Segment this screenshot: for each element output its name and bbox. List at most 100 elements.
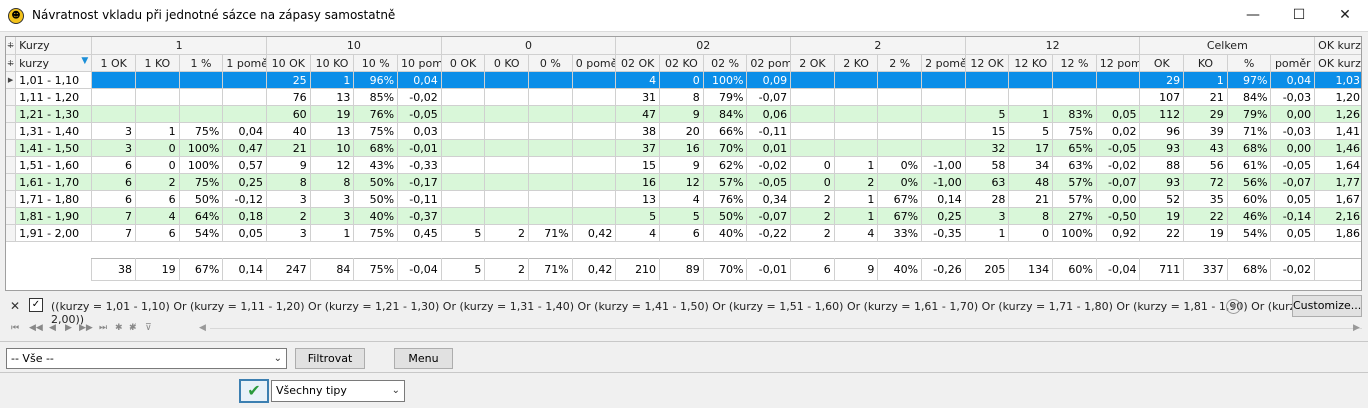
column-header-3[interactable]: 1 pomě [222, 54, 268, 72]
table-cell[interactable] [571, 71, 617, 89]
row-indicator[interactable] [6, 224, 17, 242]
table-cell[interactable]: 1,67 [1314, 190, 1361, 208]
table-cell[interactable] [1095, 88, 1141, 106]
column-header-7[interactable]: 10 pom [397, 54, 442, 72]
table-cell[interactable]: -0,05 [746, 173, 792, 191]
table-cell[interactable]: 0,25 [921, 207, 966, 225]
table-cell[interactable] [571, 190, 617, 208]
table-cell[interactable]: 6 [91, 156, 136, 174]
table-cell[interactable]: 1 [964, 224, 1010, 242]
table-cell[interactable]: -0,05 [1270, 156, 1316, 174]
column-header-11[interactable]: 0 pomě [571, 54, 617, 72]
table-cell[interactable] [790, 122, 835, 140]
column-header-26[interactable]: % [1226, 54, 1272, 72]
row-label[interactable]: 1,31 - 1,40 [15, 122, 93, 140]
table-cell[interactable]: -0,50 [1095, 207, 1141, 225]
column-header-20[interactable]: 12 OK [964, 54, 1010, 72]
row-indicator[interactable] [6, 122, 17, 140]
table-cell[interactable]: 0,47 [222, 139, 268, 157]
row-indicator[interactable] [6, 105, 17, 123]
column-header-23[interactable]: 12 pom [1095, 54, 1141, 72]
next-record-icon[interactable]: ▶ [65, 323, 72, 333]
table-cell[interactable]: 19 [1183, 224, 1228, 242]
table-cell[interactable]: 50% [702, 207, 748, 225]
table-cell[interactable]: 16 [659, 139, 704, 157]
column-header-17[interactable]: 2 KO [833, 54, 879, 72]
table-cell[interactable]: 29 [1183, 105, 1228, 123]
append-record-icon[interactable]: ✱ [115, 323, 123, 333]
table-cell[interactable]: 0 [659, 71, 704, 89]
table-cell[interactable]: 6 [659, 224, 704, 242]
menu-button[interactable]: Menu [394, 348, 453, 369]
table-cell[interactable]: 5 [964, 105, 1010, 123]
table-row[interactable]: 1,91 - 2,00 7 6 54% 0,05 3 1 75% 0,45 5 2 71% 0,42 4 6… [6, 224, 1361, 242]
table-cell[interactable] [877, 71, 923, 89]
table-cell[interactable]: 1 [309, 224, 355, 242]
table-cell[interactable]: 7 [91, 207, 136, 225]
table-cell[interactable]: 5 [615, 207, 661, 225]
summary-cell[interactable]: 0,42 [571, 258, 617, 281]
table-cell[interactable]: 54% [1226, 224, 1272, 242]
table-cell[interactable]: 63 [964, 173, 1010, 191]
table-cell[interactable] [921, 71, 966, 89]
table-cell[interactable]: 47 [615, 105, 661, 123]
column-header-1[interactable]: 1 KO [135, 54, 180, 72]
band-header-5[interactable]: 12 [964, 37, 1141, 55]
table-cell[interactable]: -0,07 [746, 88, 792, 106]
table-cell[interactable] [440, 173, 486, 191]
table-cell[interactable] [964, 71, 1010, 89]
table-cell[interactable] [921, 105, 966, 123]
table-cell[interactable]: 96% [353, 71, 399, 89]
table-cell[interactable]: 2 [833, 173, 879, 191]
row-indicator[interactable] [6, 190, 17, 208]
row-indicator[interactable] [6, 173, 17, 191]
table-cell[interactable]: -0,02 [397, 88, 442, 106]
row-label[interactable]: 1,71 - 1,80 [15, 190, 93, 208]
table-cell[interactable]: 43 [1183, 139, 1228, 157]
band-header-7[interactable]: OK kurz [1314, 37, 1361, 55]
table-cell[interactable] [528, 190, 573, 208]
table-cell[interactable]: 2 [790, 207, 835, 225]
row-label[interactable]: 1,91 - 2,00 [15, 224, 93, 242]
table-cell[interactable] [528, 156, 573, 174]
table-cell[interactable]: -0,17 [397, 173, 442, 191]
table-cell[interactable] [877, 122, 923, 140]
table-cell[interactable]: -0,03 [1270, 88, 1316, 106]
table-cell[interactable]: 15 [964, 122, 1010, 140]
close-button[interactable]: ✕ [1339, 7, 1351, 23]
table-cell[interactable]: -0,02 [1095, 156, 1141, 174]
table-cell[interactable] [484, 139, 530, 157]
table-cell[interactable]: 54% [178, 224, 224, 242]
table-cell[interactable]: 43% [353, 156, 399, 174]
table-cell[interactable]: 17 [1008, 139, 1054, 157]
table-cell[interactable] [790, 71, 835, 89]
table-cell[interactable]: -0,03 [1270, 122, 1316, 140]
next-page-icon[interactable]: ▶▶ [79, 323, 93, 333]
column-header-24[interactable]: OK [1139, 54, 1185, 72]
table-cell[interactable]: 0,05 [1270, 190, 1316, 208]
table-cell[interactable] [484, 88, 530, 106]
table-cell[interactable]: 5 [440, 224, 486, 242]
table-cell[interactable]: 57% [1052, 190, 1097, 208]
scope-combo[interactable]: -- Vše -- ⌄ [6, 348, 287, 369]
summary-cell[interactable]: 6 [790, 258, 835, 281]
table-cell[interactable] [178, 105, 224, 123]
table-cell[interactable]: 0,57 [222, 156, 268, 174]
column-header-14[interactable]: 02 % [702, 54, 748, 72]
table-cell[interactable]: 0 [790, 173, 835, 191]
table-cell[interactable]: 75% [1052, 122, 1097, 140]
table-cell[interactable]: 13 [309, 88, 355, 106]
table-cell[interactable]: 57% [702, 173, 748, 191]
table-cell[interactable] [528, 173, 573, 191]
table-cell[interactable]: 84% [1226, 88, 1272, 106]
table-cell[interactable]: -0,37 [397, 207, 442, 225]
table-cell[interactable]: 1,03 [1314, 71, 1361, 89]
summary-cell[interactable]: 711 [1139, 258, 1185, 281]
column-header-13[interactable]: 02 KO [659, 54, 704, 72]
table-cell[interactable]: 1 [1008, 105, 1054, 123]
summary-cell[interactable]: 210 [615, 258, 661, 281]
table-cell[interactable]: 2 [135, 173, 180, 191]
summary-cell[interactable]: 5 [440, 258, 486, 281]
column-header-15[interactable]: 02 pom [746, 54, 792, 72]
table-cell[interactable]: 76% [353, 105, 399, 123]
